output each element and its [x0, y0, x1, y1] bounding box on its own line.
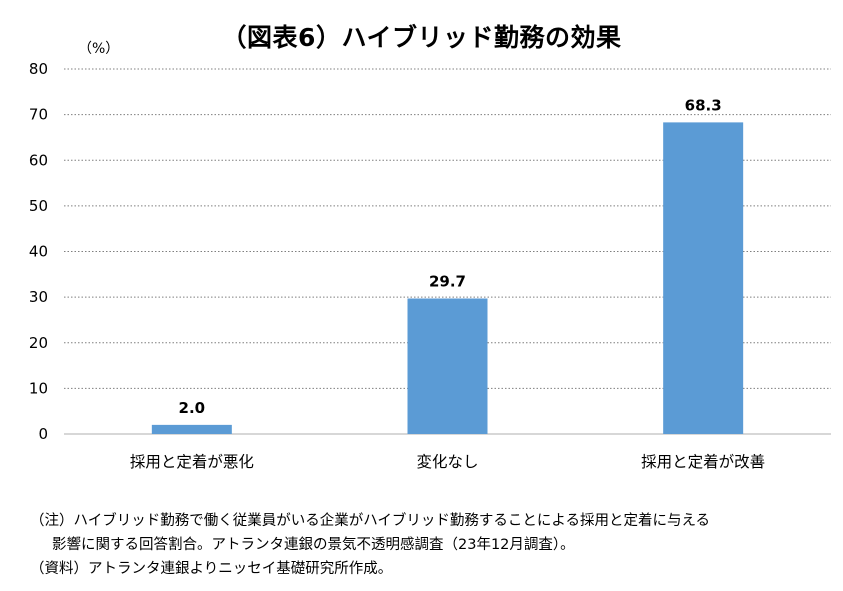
x-tick-label: 採用と定着が改善	[641, 453, 765, 471]
y-tick-label: 60	[29, 151, 48, 169]
bar	[663, 122, 744, 434]
footnote-line-2: 影響に関する回答割合。アトランタ連銀の景気不透明感調査（23年12月調査）。	[52, 537, 575, 553]
y-tick-label: 50	[29, 197, 48, 215]
bar	[407, 298, 488, 434]
x-tick-label: 採用と定着が悪化	[130, 453, 254, 471]
bar	[151, 424, 232, 434]
y-axis-unit-label: （%）	[78, 41, 120, 57]
y-tick-label: 30	[29, 288, 48, 306]
x-tick-label: 変化なし	[416, 453, 478, 471]
y-tick-label: 20	[29, 334, 48, 352]
bar-chart: 0 10 20 30 40 50 60 70 80 2.0 採用と定着が悪化 29.7 変化なし 68.3…	[29, 60, 831, 471]
y-tick-label: 40	[29, 243, 48, 261]
source-note: （資料）アトランタ連銀よりニッセイ基礎研究所作成。	[30, 561, 393, 577]
y-tick-label: 10	[29, 379, 48, 397]
y-tick-label: 0	[38, 425, 48, 443]
chart-title: （図表6）ハイブリッド勤務の効果	[221, 23, 622, 52]
y-tick-label: 70	[29, 106, 48, 124]
data-label: 68.3	[685, 96, 722, 114]
footnote-line-1: （注）ハイブリッド勤務で働く従業員がいる企業がハイブリッド勤務することによる採用…	[30, 513, 711, 529]
y-tick-label: 80	[29, 60, 48, 78]
data-label: 29.7	[429, 272, 466, 290]
data-label: 2.0	[179, 399, 206, 417]
